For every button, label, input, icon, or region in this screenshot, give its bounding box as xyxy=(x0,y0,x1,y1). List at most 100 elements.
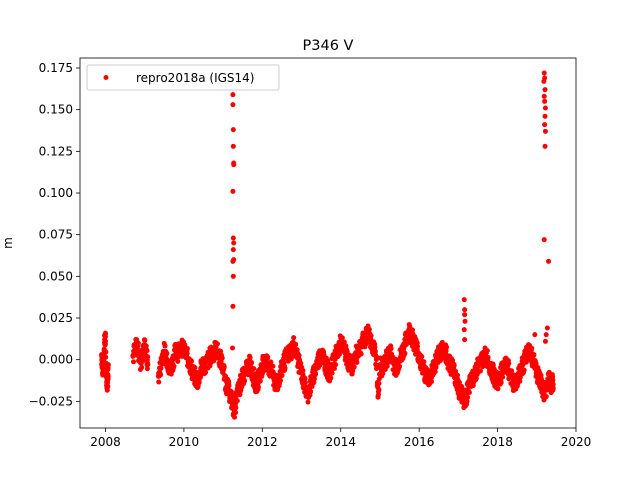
data-point xyxy=(230,235,236,241)
data-point xyxy=(542,122,548,128)
data-point xyxy=(279,372,285,378)
data-point xyxy=(144,366,150,372)
data-point xyxy=(450,358,456,363)
data-point xyxy=(294,347,300,353)
data-point xyxy=(542,87,548,93)
data-point xyxy=(231,162,237,168)
data-point xyxy=(105,374,111,380)
y-tick-label: 0.150 xyxy=(39,103,73,117)
data-point xyxy=(255,384,261,390)
data-point xyxy=(433,364,439,370)
data-point xyxy=(230,188,236,194)
data-point xyxy=(542,105,548,111)
data-point xyxy=(230,247,236,253)
data-point xyxy=(277,377,283,383)
data-point xyxy=(158,372,164,378)
data-point xyxy=(541,70,547,76)
x-tick-label: 2020 xyxy=(561,435,592,449)
data-point xyxy=(175,358,181,364)
data-point xyxy=(432,369,438,375)
data-point xyxy=(542,143,548,149)
data-point xyxy=(542,113,548,119)
data-point xyxy=(233,405,239,411)
data-point xyxy=(214,341,220,347)
data-point xyxy=(171,363,177,369)
data-point xyxy=(397,363,403,369)
data-point xyxy=(302,376,308,382)
data-point xyxy=(196,379,202,385)
data-point xyxy=(135,340,141,346)
data-point xyxy=(234,398,240,404)
data-point xyxy=(296,352,302,358)
data-point xyxy=(257,378,263,384)
data-point xyxy=(388,346,394,352)
data-point xyxy=(313,370,319,376)
y-tick-label: 0.050 xyxy=(39,269,73,283)
data-point xyxy=(455,372,461,378)
data-point xyxy=(532,332,538,338)
data-point xyxy=(484,348,490,354)
data-point xyxy=(453,368,459,374)
data-point xyxy=(485,354,491,360)
x-tick-label: 2018 xyxy=(482,435,513,449)
axes-frame xyxy=(79,57,577,429)
y-axis-label: m xyxy=(1,237,15,249)
data-point xyxy=(270,363,276,369)
y-tick-label: 0.125 xyxy=(39,144,73,158)
legend-box xyxy=(86,64,280,91)
data-point xyxy=(529,345,535,351)
data-point xyxy=(473,375,479,381)
data-point xyxy=(102,330,108,336)
data-point xyxy=(218,348,224,354)
data-point xyxy=(230,273,236,279)
data-point xyxy=(230,102,236,108)
data-point xyxy=(506,360,512,366)
data-point xyxy=(419,354,425,360)
series-points xyxy=(99,70,556,420)
data-point xyxy=(233,410,239,416)
data-point xyxy=(462,318,468,324)
data-point xyxy=(544,325,550,331)
data-point xyxy=(293,341,299,347)
data-point xyxy=(329,370,335,376)
data-point xyxy=(550,381,556,387)
data-point xyxy=(521,367,527,373)
data-point xyxy=(221,364,227,370)
data-point xyxy=(203,369,209,375)
data-point xyxy=(541,93,547,99)
data-point xyxy=(189,358,195,364)
data-point xyxy=(543,394,549,400)
data-point xyxy=(402,350,408,356)
data-point xyxy=(231,240,237,246)
data-point xyxy=(461,327,467,333)
y-tick-label: 0.000 xyxy=(39,353,73,367)
x-axis: 2008 2010 2012 2014 2016 2018 2020 xyxy=(90,428,591,449)
data-point xyxy=(298,360,304,366)
data-point xyxy=(543,332,549,338)
data-point xyxy=(462,312,468,318)
data-point xyxy=(265,355,271,361)
legend-entry-label: repro2018a (IGS14) xyxy=(136,71,254,85)
data-point xyxy=(542,128,548,134)
data-point xyxy=(380,371,386,377)
data-point xyxy=(140,357,146,363)
data-point xyxy=(226,383,232,389)
data-point xyxy=(498,379,504,385)
x-tick-label: 2008 xyxy=(90,435,121,449)
data-point xyxy=(533,360,539,366)
data-point xyxy=(354,359,360,365)
data-point xyxy=(184,350,190,356)
data-point xyxy=(230,127,236,133)
data-point xyxy=(103,354,109,360)
data-point xyxy=(339,335,345,341)
data-point xyxy=(384,363,390,369)
x-tick-label: 2010 xyxy=(169,435,200,449)
data-point xyxy=(105,362,111,368)
data-point xyxy=(230,303,236,309)
data-point xyxy=(466,389,472,395)
data-point xyxy=(145,354,151,360)
data-point xyxy=(311,380,317,386)
data-point xyxy=(162,343,168,349)
data-point xyxy=(192,365,198,371)
